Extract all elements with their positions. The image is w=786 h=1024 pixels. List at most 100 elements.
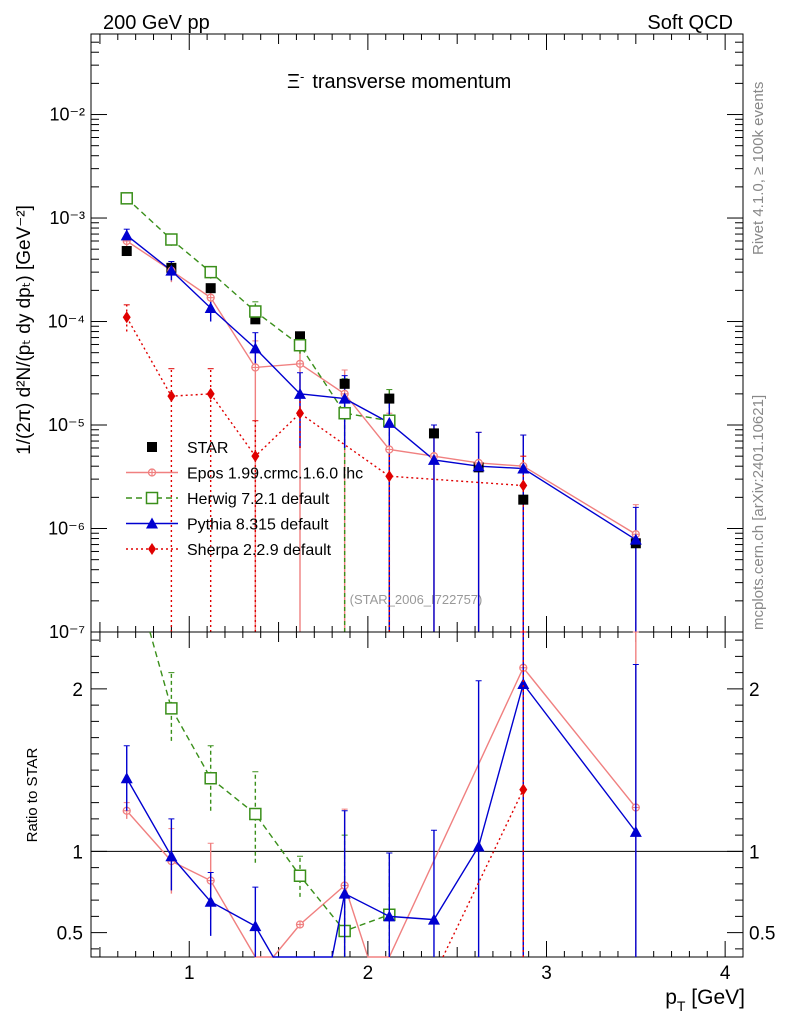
- ratio-point-herwig: [249, 807, 262, 821]
- ratio-series-sherpa: [442, 631, 528, 958]
- ratio-point-pythia: [427, 913, 440, 925]
- data-point-pythia: [427, 453, 440, 465]
- x-tick-label: 4: [720, 963, 731, 984]
- data-point-pythia: [629, 533, 642, 545]
- y-tick-label: 10⁻⁵: [48, 415, 85, 435]
- title-text: transverse momentum: [312, 71, 511, 93]
- series-epos: [123, 235, 639, 632]
- data-point-epos: [251, 363, 260, 372]
- ratio-y-label: Ratio to STAR: [24, 747, 41, 842]
- data-point-pythia: [165, 264, 178, 276]
- series-herwig: [123, 196, 393, 632]
- x-label-p: p: [665, 986, 677, 1009]
- data-point-sherpa: [122, 311, 131, 324]
- main-y-label: 1/(2π) d²N/(pₜ dy dpₜ) [GeV⁻²]: [14, 205, 35, 455]
- series-pythia: [123, 228, 639, 632]
- header-left: 200 GeV pp: [103, 12, 210, 34]
- legend-label-sherpa: Sherpa 2.2.9 default: [187, 542, 332, 559]
- x-label-sub: T: [677, 998, 686, 1014]
- legend-item-star: STAR: [147, 440, 228, 457]
- data-point-herwig: [165, 233, 178, 246]
- legend-label-epos: Epos 1.99.crmc.1.6.0 lhc: [187, 466, 363, 483]
- data-point-herwig: [249, 305, 262, 318]
- rivet-label: Rivet 4.1.0, ≥ 100k events: [750, 82, 767, 255]
- ratio-frame: [90, 631, 744, 958]
- ratio-y-tick-label: 1: [72, 842, 83, 863]
- ratio-y-tick-label-right: 0.5: [749, 924, 775, 945]
- ratio-point-herwig: [204, 772, 217, 785]
- legend-marker-herwig: [145, 491, 159, 505]
- mcplots-label: mcplots.cern.ch [arXiv:2401.10621]: [750, 395, 767, 630]
- ratio-series-herwig: [149, 631, 396, 957]
- data-point-pythia: [472, 460, 485, 472]
- legend: STAR Epos 1.99.crmc.1.6.0 lhc Herwig 7.2.1…: [126, 440, 363, 559]
- ratio-point-pythia: [338, 887, 351, 899]
- ratio-point-pythia: [472, 840, 485, 852]
- ratio-y-tick-label: 2: [72, 680, 83, 701]
- legend-label-star: STAR: [187, 440, 228, 457]
- y-tick-label: 10⁻⁷: [49, 622, 85, 642]
- ratio-point-pythia: [165, 850, 178, 862]
- legend-label-herwig: Herwig 7.2.1 default: [187, 491, 330, 508]
- data-point-sherpa: [251, 450, 260, 463]
- markers-herwig: [120, 192, 396, 427]
- data-point-star: [518, 494, 529, 505]
- ratio-point-pythia: [517, 678, 530, 689]
- ratio-point-pythia: [204, 895, 217, 907]
- data-point-star: [384, 393, 395, 404]
- legend-item-pythia: Pythia 8.315 default: [126, 517, 329, 534]
- legend-marker-star: [147, 442, 157, 452]
- plot-title: Ξ-transverse momentum: [287, 69, 511, 93]
- data-point-pythia: [120, 229, 133, 241]
- x-tick-label: 2: [363, 963, 374, 984]
- ratio-line-epos: [126, 666, 637, 958]
- main-panel: 10⁻⁷ 10⁻⁶ 10⁻⁵ 10⁻⁴ 10⁻³ 10⁻²: [48, 33, 744, 642]
- data-point-sherpa: [519, 479, 528, 492]
- ratio-point-epos: [295, 920, 305, 929]
- ratio-series-epos: [122, 631, 640, 958]
- ratio-point-pythia: [383, 910, 396, 922]
- data-point-pythia: [338, 392, 351, 404]
- data-point-star: [205, 283, 216, 294]
- x-tick-label: 3: [541, 963, 552, 984]
- y-tick-label: 10⁻²: [49, 105, 85, 125]
- data-point-star: [250, 314, 261, 325]
- data-point-star: [121, 246, 132, 257]
- ratio-line-herwig: [149, 631, 390, 932]
- ratio-panel: 1 2 3 4 0.5 0.5 1 1 2 2: [57, 631, 775, 984]
- data-point-epos: [385, 445, 394, 454]
- markers-sherpa: [122, 311, 528, 492]
- legend-marker-epos: [147, 468, 157, 477]
- ratio-line-pythia: [126, 682, 637, 958]
- analysis-watermark: (STAR_2006_I722757): [350, 592, 483, 607]
- data-point-sherpa: [206, 387, 215, 400]
- ratio-point-pythia: [249, 920, 262, 932]
- data-point-pythia: [249, 342, 262, 354]
- title-superscript: -: [300, 69, 304, 84]
- ratio-line-sherpa: [442, 789, 524, 958]
- legend-item-herwig: Herwig 7.2.1 default: [126, 491, 330, 508]
- data-point-herwig: [293, 338, 307, 352]
- x-tick-label: 1: [184, 963, 195, 984]
- data-point-epos: [295, 359, 305, 368]
- markers-pythia: [120, 229, 642, 545]
- y-tick-label: 10⁻³: [49, 208, 85, 228]
- legend-marker-sherpa: [148, 543, 156, 555]
- data-point-star: [428, 428, 439, 439]
- x-label-unit: [GeV]: [685, 986, 745, 1009]
- data-point-star: [294, 331, 305, 342]
- header-right: Soft QCD: [647, 12, 733, 34]
- y-tick-label: 10⁻⁶: [48, 519, 85, 539]
- ratio-point-herwig: [293, 869, 307, 882]
- data-point-herwig: [204, 265, 217, 279]
- ratio-y-tick-label-right: 2: [749, 680, 760, 701]
- ratio-point-herwig: [165, 702, 178, 715]
- data-point-herwig: [120, 192, 133, 205]
- data-point-pythia: [293, 387, 306, 399]
- ratio-point-pythia: [629, 825, 642, 837]
- title-prefix: Ξ: [287, 71, 300, 93]
- y-tick-label: 10⁻⁴: [48, 312, 85, 332]
- data-point-sherpa: [385, 470, 394, 483]
- ratio-point-sherpa: [519, 783, 528, 796]
